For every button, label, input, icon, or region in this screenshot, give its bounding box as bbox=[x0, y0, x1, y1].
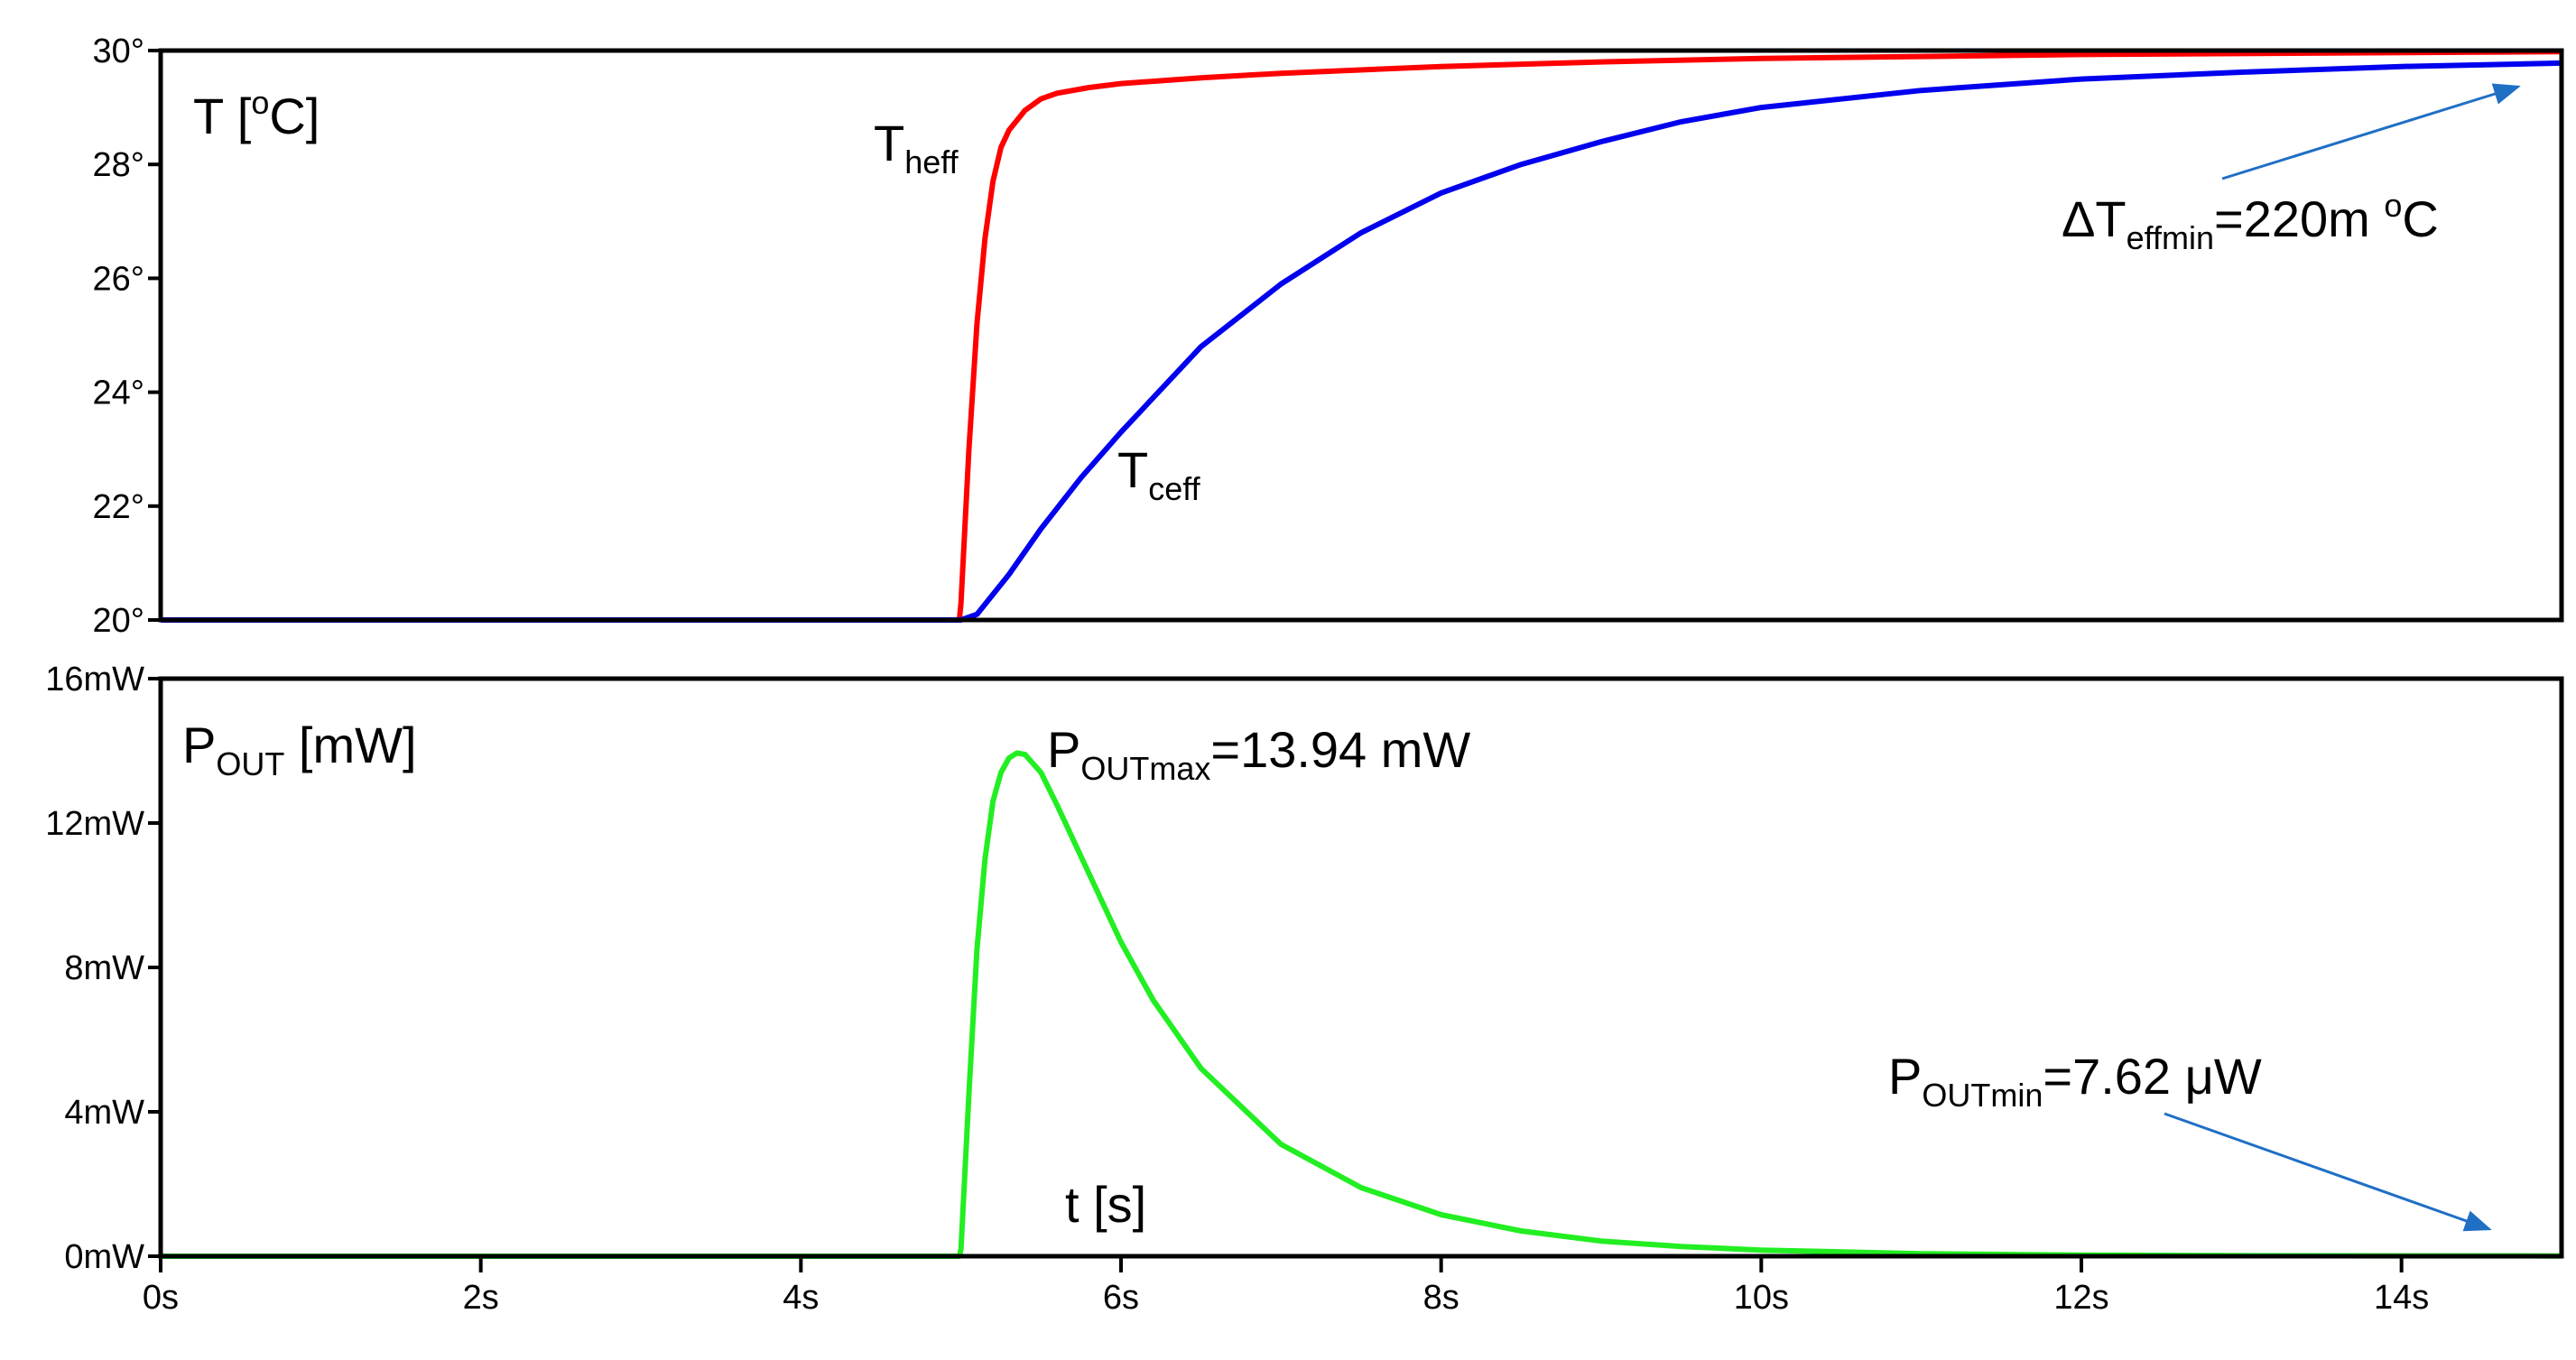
power-y-tick-label: 0mW bbox=[64, 1238, 144, 1276]
delta-t-annotation: ΔTeffmin=220m oC bbox=[2062, 187, 2439, 256]
power-panel: 0mW 4mW 8mW 12mW 16mW 0s 2s 4s 6s 8s 10s 12s 14s PO… bbox=[45, 661, 2564, 1317]
x-tick-label: 4s bbox=[783, 1279, 819, 1317]
x-tick-label: 6s bbox=[1103, 1279, 1139, 1317]
power-y-tick-label: 12mW bbox=[45, 805, 144, 843]
power-y-tick-label: 16mW bbox=[45, 661, 144, 699]
power-y-tick-label: 4mW bbox=[64, 1094, 144, 1132]
series-line-theff bbox=[161, 49, 2562, 623]
x-tick-label: 2s bbox=[463, 1279, 499, 1317]
temperature-y-tick-label: 30° bbox=[93, 32, 144, 70]
temperature-y-tick-label: 28° bbox=[93, 146, 144, 184]
temperature-y-tick-label: 26° bbox=[93, 260, 144, 298]
temperature-y-tick-label: 24° bbox=[93, 375, 144, 412]
power-series bbox=[161, 750, 2562, 1259]
x-tick-label: 8s bbox=[1423, 1279, 1459, 1317]
x-tick-label: 14s bbox=[2374, 1279, 2429, 1317]
temperature-series bbox=[161, 49, 2562, 623]
time-x-ticks: 0s 2s 4s 6s 8s 10s 12s 14s bbox=[143, 1254, 2429, 1317]
temperature-y-tick-label: 20° bbox=[93, 602, 144, 640]
temperature-y-tick-label: 22° bbox=[93, 488, 144, 526]
x-tick-label: 12s bbox=[2053, 1279, 2108, 1317]
x-axis-label: t [s] bbox=[1065, 1176, 1146, 1233]
x-tick-label: 10s bbox=[1734, 1279, 1789, 1317]
theff-series-label: Theff bbox=[874, 115, 959, 180]
temperature-panel: 20° 22° 24° 26° 28° 30° T [oC] Theff Tceff ΔT… bbox=[93, 32, 2564, 640]
temperature-y-ticks: 20° 22° 24° 26° 28° 30° bbox=[93, 32, 162, 640]
power-y-tick-label: 8mW bbox=[64, 949, 144, 987]
delta-t-arrow bbox=[2221, 83, 2521, 180]
pout-max-annotation: POUTmax=13.94 mW bbox=[1047, 721, 1470, 787]
temperature-panel-title: T [oC] bbox=[193, 84, 320, 144]
power-y-ticks: 0mW 4mW 8mW 12mW 16mW bbox=[45, 661, 162, 1276]
series-line-pout bbox=[161, 750, 2562, 1259]
tceff-series-label: Tceff bbox=[1117, 441, 1201, 507]
x-tick-label: 0s bbox=[143, 1279, 179, 1317]
temperature-plot-frame bbox=[158, 48, 2564, 623]
pout-min-arrow bbox=[2164, 1112, 2492, 1232]
pout-min-annotation: POUTmin=7.62 μW bbox=[1888, 1048, 2262, 1114]
series-line-tceff bbox=[161, 60, 2562, 623]
power-panel-title: POUT [mW] bbox=[182, 717, 417, 782]
